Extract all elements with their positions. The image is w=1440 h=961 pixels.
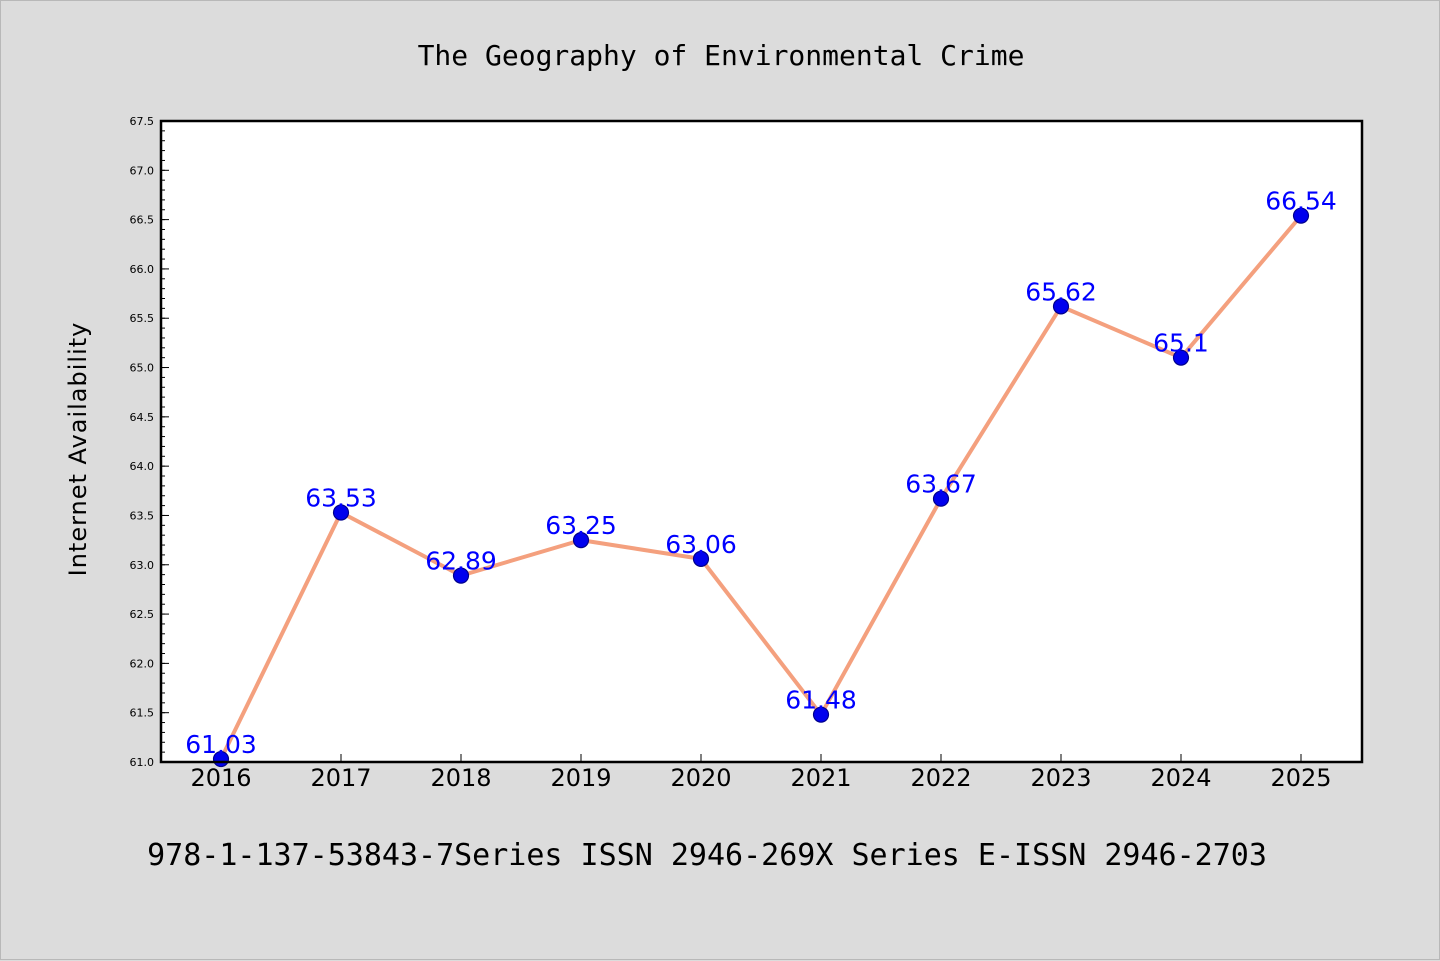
y-tick-label: 61.0 — [130, 756, 155, 769]
data-label: 61.48 — [785, 686, 857, 715]
x-tick-label: 2017 — [310, 764, 371, 792]
x-tick-label: 2016 — [190, 764, 251, 792]
y-tick-label: 64.5 — [130, 411, 155, 424]
y-tick-label: 65.5 — [130, 312, 155, 325]
x-tick-label: 2024 — [1150, 764, 1211, 792]
x-tick-label: 2019 — [550, 764, 611, 792]
data-point-marker — [692, 550, 710, 567]
x-tick-label: 2022 — [910, 764, 971, 792]
data-label: 63.67 — [905, 470, 977, 499]
data-label: 63.53 — [305, 484, 377, 513]
data-label: 63.06 — [665, 530, 737, 559]
x-tick-label: 2021 — [790, 764, 851, 792]
data-label: 65.1 — [1153, 329, 1209, 358]
y-axis-label: Internet Availability — [64, 322, 92, 577]
data-labels-layer: 61.03 63.53 62.89 63.25 63.06 61.48 63.67 65.62… — [185, 187, 1337, 759]
y-tick-label: 66.0 — [130, 263, 155, 276]
x-tick-label: 2018 — [430, 764, 491, 792]
data-point-marker — [812, 706, 830, 723]
series-line-layer — [219, 213, 1303, 762]
y-tick-label: 67.0 — [130, 164, 155, 177]
x-tick-label: 2020 — [670, 764, 731, 792]
chart-title: The Geography of Environmental Crime — [418, 39, 1025, 72]
data-point-marker — [1052, 298, 1070, 315]
y-tick-label: 63.5 — [130, 509, 155, 522]
y-tick-label: 62.0 — [130, 657, 155, 670]
data-point-marker — [572, 532, 590, 549]
markers-layer — [212, 207, 1310, 768]
data-point-marker — [932, 490, 950, 507]
data-label: 62.89 — [425, 547, 497, 576]
series-line — [219, 213, 1303, 762]
x-tick-label: 2025 — [1270, 764, 1331, 792]
axis-ticks: 61.0 61.5 62.0 62.5 63.0 63.5 64.0 64.5 65.0 65.5… — [130, 115, 1332, 792]
y-tick-label: 61.5 — [130, 707, 155, 720]
y-tick-label: 64.0 — [130, 460, 155, 473]
y-tick-label: 67.5 — [130, 115, 155, 128]
x-tick-label: 2023 — [1030, 764, 1091, 792]
data-point-marker — [1172, 349, 1190, 366]
y-tick-label: 62.5 — [130, 608, 155, 621]
footer-isbn-text: 978-1-137-53843-7Series ISSN 2946-269X S… — [147, 838, 1267, 873]
data-point-marker — [452, 567, 470, 584]
data-label: 66.54 — [1265, 187, 1337, 216]
y-tick-label: 63.0 — [130, 559, 155, 572]
y-tick-label: 65.0 — [130, 362, 155, 375]
plot-area — [161, 121, 1362, 762]
y-tick-label: 66.5 — [130, 214, 155, 227]
data-point-marker — [332, 504, 350, 521]
plot-frame — [159, 119, 1364, 764]
data-point-marker — [1292, 207, 1310, 224]
data-label: 61.03 — [185, 730, 257, 759]
data-label: 65.62 — [1025, 277, 1097, 306]
data-label: 63.25 — [545, 511, 617, 540]
